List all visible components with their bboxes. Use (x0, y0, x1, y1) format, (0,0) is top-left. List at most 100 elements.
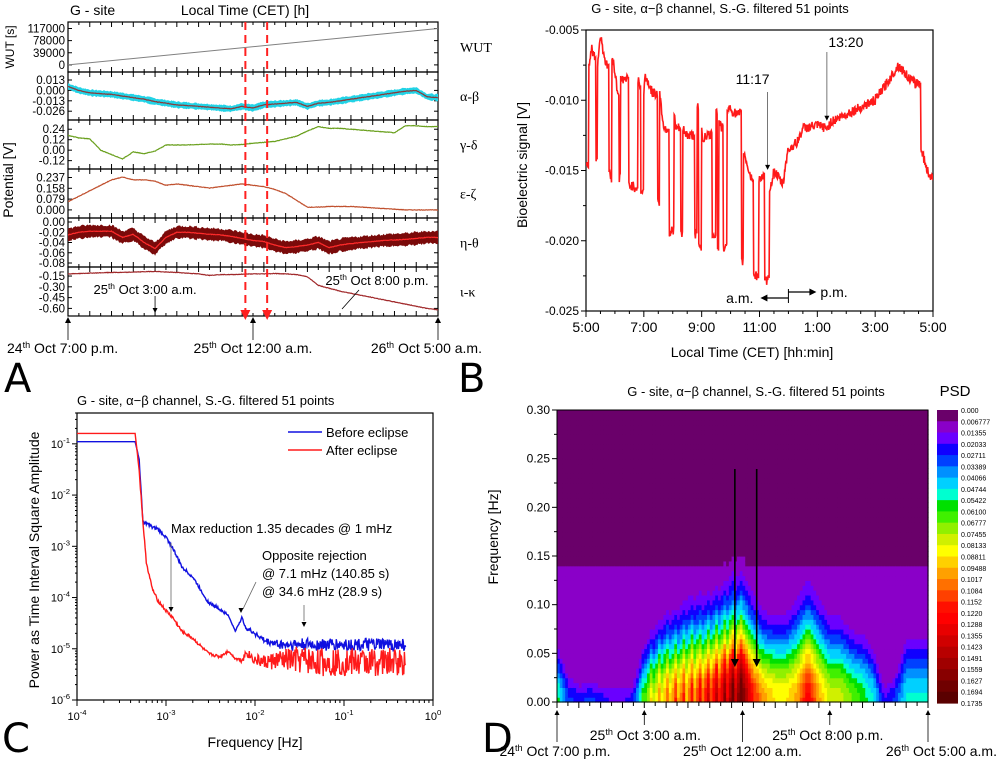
heatmap-cell (696, 585, 700, 591)
heatmap-cell (690, 556, 694, 562)
heatmap-cell (592, 604, 596, 611)
heatmap-cell (625, 526, 629, 533)
heatmap-cell (720, 507, 725, 513)
heatmap-cell (600, 556, 604, 562)
heatmap-cell (734, 619, 738, 625)
heatmap-cell (701, 565, 705, 572)
heatmap-cell (578, 560, 583, 567)
heatmap-cell (581, 424, 585, 431)
heatmap-cell (655, 653, 659, 659)
heatmap-cell (578, 667, 583, 674)
heatmap-cell (731, 609, 735, 615)
heatmap-cell (567, 594, 572, 601)
heatmap-cell (633, 439, 637, 445)
heatmap-cell (715, 570, 719, 577)
heatmap-cell (717, 580, 722, 586)
heatmap-cell (636, 429, 640, 435)
heatmap-cell (737, 560, 741, 567)
heatmap-cell (619, 502, 624, 508)
heatmap-cell (717, 663, 722, 669)
heatmap-cell (660, 556, 664, 562)
heatmap-cell (682, 551, 686, 557)
heatmap-cell (562, 575, 566, 581)
heatmap-cell (638, 429, 643, 435)
heatmap-cell (581, 536, 585, 542)
heatmap-cell (584, 697, 588, 703)
heatmap-cell (611, 599, 615, 606)
heatmap-cell (584, 682, 588, 688)
heatmap-cell (638, 599, 643, 606)
heatmap-cell (666, 594, 670, 601)
heatmap-cell (649, 570, 654, 577)
heatmap-cell (617, 448, 621, 455)
heatmap-cell (589, 624, 594, 630)
heatmap-cell (617, 560, 621, 567)
heatmap-cell (747, 585, 752, 591)
heatmap-cell (726, 648, 730, 654)
heatmap-cell (677, 453, 681, 460)
heatmap-cell (734, 672, 738, 679)
heatmap-cell (559, 492, 564, 499)
heatmap-cell (597, 463, 602, 469)
heatmap-cell (685, 419, 689, 426)
heatmap-cell (728, 643, 733, 650)
heatmap-cell (630, 512, 634, 518)
heatmap-cell (655, 541, 659, 547)
heatmap-cell (687, 609, 692, 615)
heatmap-cell (737, 468, 741, 474)
heatmap-cell (619, 458, 624, 465)
heatmap-cell (717, 429, 722, 435)
heatmap-cell (562, 410, 566, 416)
heatmap-cell (606, 521, 610, 528)
heatmap-cell (657, 672, 662, 679)
heatmap-cell (619, 594, 624, 601)
heatmap-cell (677, 419, 681, 426)
heatmap-cell (589, 492, 594, 499)
heatmap-cell (707, 609, 711, 615)
heatmap-cell (633, 531, 637, 538)
y-tick-label: 0.000 (36, 85, 65, 97)
heatmap-cell (608, 414, 613, 421)
heatmap-cell (652, 536, 656, 542)
heatmap-cell (576, 483, 580, 489)
heatmap-cell (627, 614, 632, 620)
heatmap-cell (696, 697, 700, 703)
heatmap-cell (603, 697, 607, 703)
heatmap-cell (587, 531, 591, 538)
heatmap-cell (614, 497, 618, 504)
heatmap-cell (644, 624, 648, 630)
heatmap-cell (682, 434, 686, 440)
heatmap-cell (657, 502, 662, 508)
heatmap-cell (685, 541, 689, 547)
heatmap-cell (657, 439, 662, 445)
heatmap-cell (734, 419, 738, 426)
heatmap-cell (627, 502, 632, 508)
heatmap-cell (608, 692, 613, 698)
heatmap-cell (627, 458, 632, 465)
heatmap-cell (666, 541, 670, 547)
heatmap-cell (614, 594, 618, 601)
heatmap-cell (595, 487, 599, 494)
heatmap-cell (608, 512, 613, 518)
heatmap-cell (581, 594, 585, 601)
heatmap-cell (701, 414, 705, 421)
heatmap-cell (652, 624, 656, 630)
heatmap-cell (704, 624, 708, 630)
heatmap-cell (657, 633, 662, 640)
heatmap-cell (630, 687, 634, 693)
heatmap-cell (709, 453, 714, 460)
heatmap-cell (649, 473, 654, 479)
heatmap-cell (573, 487, 577, 494)
heatmap-cell (625, 609, 629, 615)
heatmap-cell (657, 444, 662, 450)
heatmap-cell (578, 444, 583, 450)
heatmap-cell (589, 633, 594, 640)
heatmap-cell (573, 531, 577, 538)
heatmap-cell (614, 444, 618, 450)
heatmap-cell (723, 463, 727, 469)
heatmap-cell (576, 414, 580, 421)
heatmap-cell (647, 556, 651, 562)
heatmap-cell (636, 560, 640, 567)
heatmap-cell (704, 502, 708, 508)
heatmap-cell (717, 453, 722, 460)
